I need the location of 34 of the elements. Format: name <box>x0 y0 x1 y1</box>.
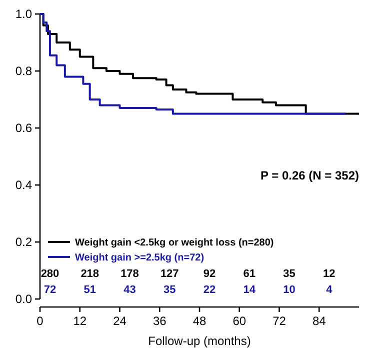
x-axis-title: Follow-up (months) <box>148 334 251 348</box>
annotation: 43 <box>124 284 136 296</box>
annotation: 72 <box>44 284 56 296</box>
x-tick-label: 12 <box>73 314 87 328</box>
annotation: 14 <box>243 284 256 296</box>
annotation: 92 <box>203 268 216 280</box>
annotation: 61 <box>243 268 256 280</box>
annotation: 178 <box>120 268 139 280</box>
x-tick-label: 72 <box>272 314 286 328</box>
x-tick-label: 24 <box>113 314 127 328</box>
y-tick-label: 1.0 <box>15 7 32 22</box>
y-tick-label: 0.2 <box>15 235 32 250</box>
annotation: 22 <box>203 284 216 296</box>
annotation: 4 <box>326 284 334 296</box>
annotation: 12 <box>323 268 336 280</box>
annotation: 127 <box>160 268 179 280</box>
annotation: 280 <box>40 268 60 280</box>
x-tick-label: 84 <box>312 314 326 328</box>
y-tick-label: 0.8 <box>15 64 32 78</box>
annotation: 51 <box>84 284 96 296</box>
y-tick-label: 0.6 <box>15 121 32 136</box>
y-tick-label: 0.0 <box>15 292 32 306</box>
x-tick-label: 0 <box>36 314 44 328</box>
annotation: 35 <box>283 268 296 280</box>
x-tick-label: 60 <box>232 314 246 328</box>
x-tick-label: 48 <box>192 314 206 328</box>
legend-label: Weight gain >=2.5kg (n=72) <box>75 252 204 264</box>
y-tick-label: 0.4 <box>15 178 32 192</box>
annotation: 218 <box>80 268 100 280</box>
legend-label: Weight gain <2.5kg or weight loss (n=280) <box>75 238 274 248</box>
annotation: P = 0.26 (N = 352) <box>260 168 359 182</box>
annotation: 35 <box>164 284 176 296</box>
annotation: 10 <box>283 284 296 296</box>
x-tick-label: 36 <box>152 314 167 328</box>
